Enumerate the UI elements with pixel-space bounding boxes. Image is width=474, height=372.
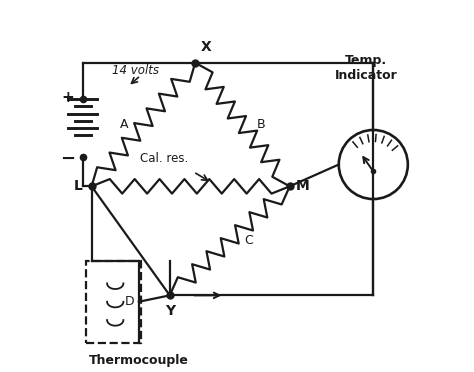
Text: B: B <box>257 118 265 131</box>
Text: M: M <box>296 179 310 193</box>
Bar <box>86 261 141 343</box>
Text: 14 volts: 14 volts <box>112 64 159 77</box>
Text: X: X <box>201 40 211 54</box>
Text: +: + <box>62 90 74 105</box>
Text: Temp.
Indicator: Temp. Indicator <box>335 54 397 82</box>
Text: C: C <box>244 234 253 247</box>
Text: Y: Y <box>164 304 175 318</box>
Text: Cal. res.: Cal. res. <box>140 151 189 164</box>
Text: −: − <box>60 150 75 168</box>
Text: Thermocouple: Thermocouple <box>89 353 189 366</box>
Text: D: D <box>124 295 134 308</box>
Text: L: L <box>73 179 82 193</box>
Text: A: A <box>120 118 129 131</box>
